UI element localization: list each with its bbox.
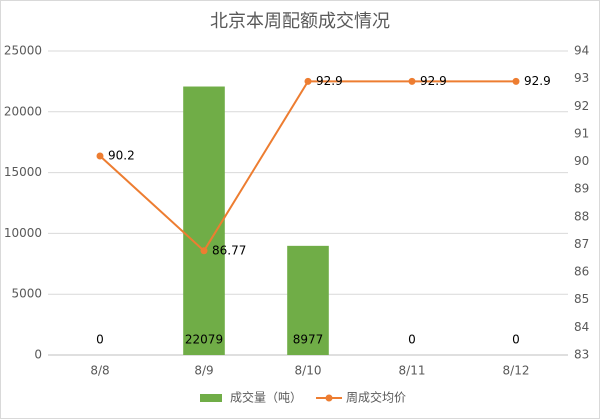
y-tick-label: 0 <box>34 348 42 362</box>
bar-value-label: 8977 <box>293 333 324 347</box>
line-value-label: 90.2 <box>108 149 135 163</box>
line-point <box>408 77 416 85</box>
y-tick-label: 10000 <box>4 226 42 240</box>
line-value-label: 92.9 <box>420 74 447 88</box>
line-value-label: 92.9 <box>316 74 343 88</box>
y2-tick-label: 90 <box>574 154 589 168</box>
y2-tick-label: 93 <box>574 71 589 85</box>
y-tick-label: 25000 <box>4 44 42 58</box>
line-point <box>200 247 208 255</box>
x-tick-label: 8/12 <box>503 364 530 378</box>
x-tick-label: 8/10 <box>295 364 322 378</box>
y2-tick-label: 87 <box>574 237 589 251</box>
y-tick-label: 5000 <box>11 287 42 301</box>
y-tick-label: 20000 <box>4 104 42 118</box>
y2-tick-label: 85 <box>574 292 589 306</box>
legend-swatch <box>325 394 333 402</box>
chart-title: 北京本周配额成交情况 <box>210 11 390 32</box>
x-tick-label: 8/8 <box>90 364 109 378</box>
y2-tick-label: 84 <box>574 320 589 334</box>
y2-tick-label: 92 <box>574 99 589 113</box>
bar-value-label: 22079 <box>185 333 223 347</box>
bar-value-label: 0 <box>512 333 520 347</box>
line-point <box>304 77 312 85</box>
y2-tick-label: 94 <box>574 44 589 58</box>
y2-tick-label: 88 <box>574 209 589 223</box>
y2-tick-label: 83 <box>574 348 589 362</box>
bar <box>183 86 225 356</box>
y-tick-label: 15000 <box>4 165 42 179</box>
y2-tick-label: 91 <box>574 126 589 140</box>
bar <box>287 245 329 355</box>
x-tick-label: 8/9 <box>194 364 213 378</box>
bar-value-label: 0 <box>96 333 104 347</box>
legend-label: 成交量（吨） <box>230 390 302 405</box>
bar-value-label: 0 <box>408 333 416 347</box>
legend-label: 周成交均价 <box>346 390 406 405</box>
legend-swatch <box>200 394 222 402</box>
y2-tick-label: 89 <box>574 182 589 196</box>
x-tick-label: 8/11 <box>399 364 426 378</box>
line-value-label: 86.77 <box>212 243 246 257</box>
line-point <box>512 77 520 85</box>
line-value-label: 92.9 <box>524 74 551 88</box>
line-point <box>96 152 104 160</box>
y2-tick-label: 86 <box>574 265 589 279</box>
